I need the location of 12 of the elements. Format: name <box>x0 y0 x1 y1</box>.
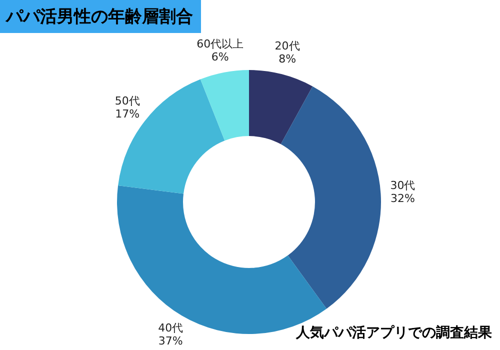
slice-label: 50代 <box>114 94 140 108</box>
data-label: 32% <box>390 192 415 206</box>
slice-label: 30代 <box>390 179 416 192</box>
slice-label: 60代以上 <box>196 38 244 51</box>
slice-label: 20代 <box>274 40 300 53</box>
chart-title: パパ活男性の年齢層割合 <box>0 0 201 33</box>
text: 人気パパ活アプリでの調査結果 <box>296 324 492 342</box>
data-label: 8% <box>278 52 296 66</box>
data-label: 6% <box>211 50 229 64</box>
slice-label: 40代 <box>158 321 184 334</box>
data-label: 17% <box>115 107 140 120</box>
data-label: 37% <box>158 334 183 348</box>
